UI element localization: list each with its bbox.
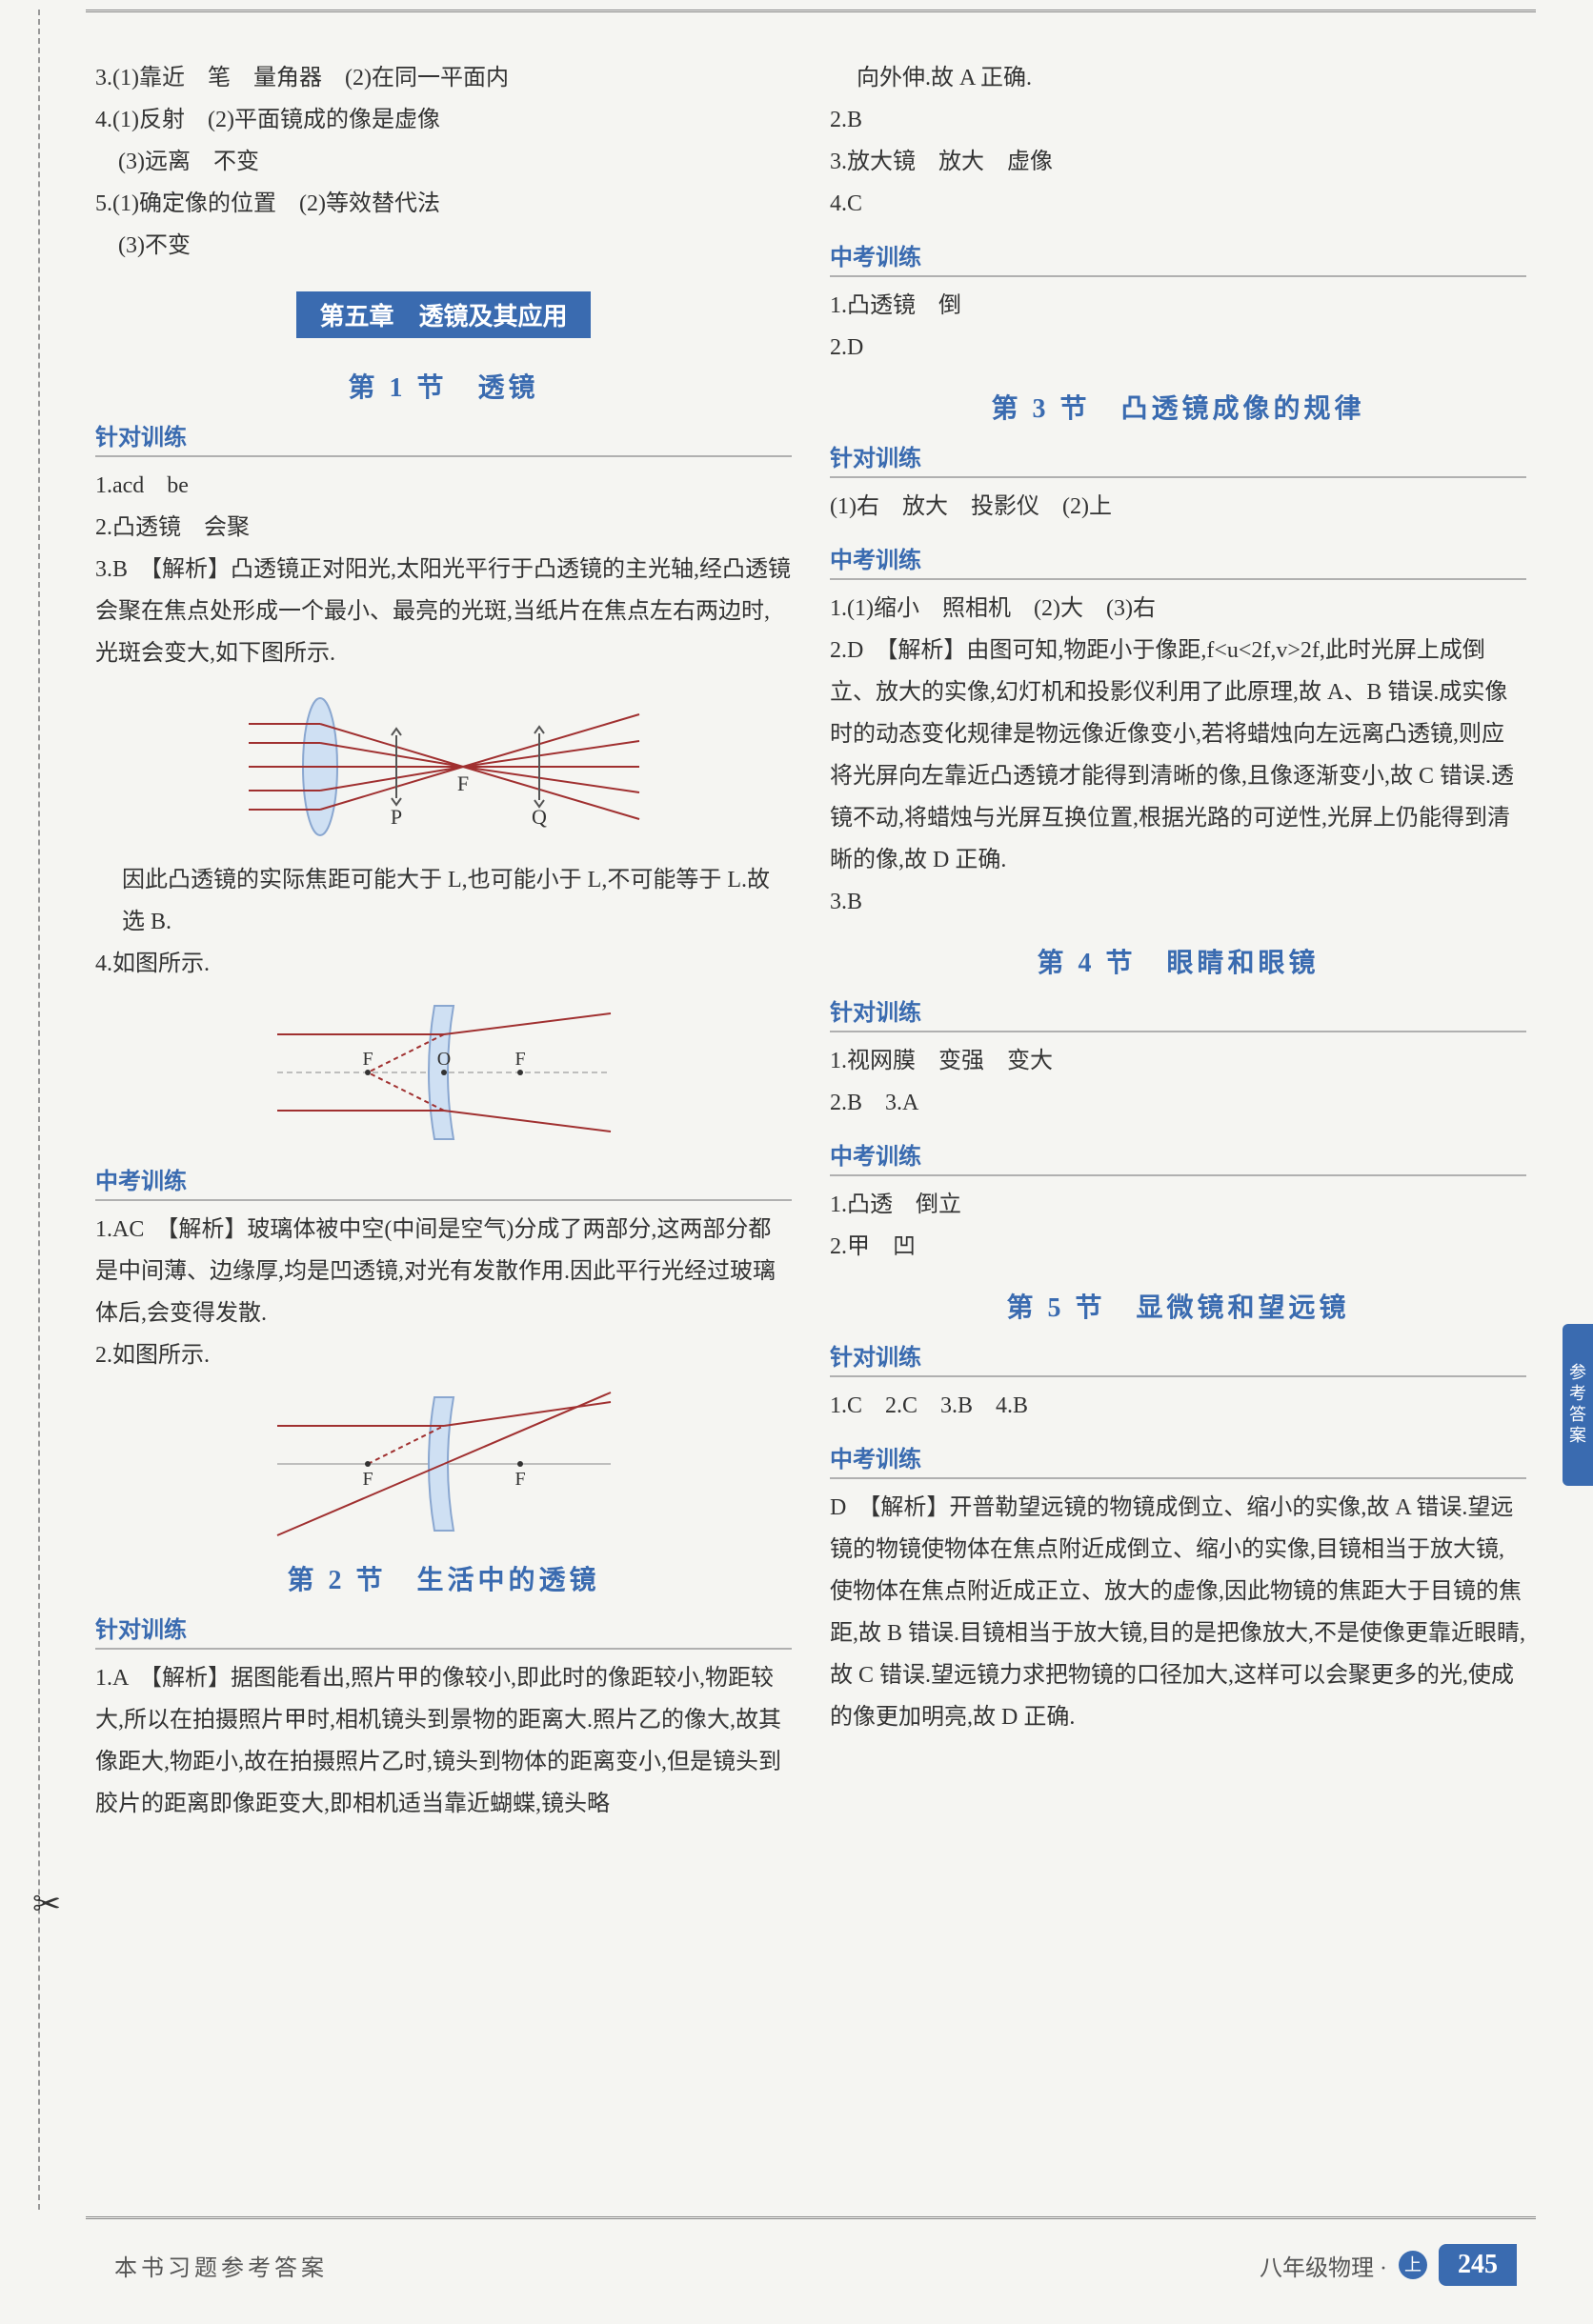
label-F2: F — [514, 1469, 525, 1490]
answer-cont: 向外伸.故 A 正确. — [830, 57, 1526, 99]
practice-heading: 针对训练 — [95, 418, 792, 457]
section-title-5: 第 5 节 显微镜和望远镜 — [830, 1287, 1526, 1325]
section-title-2: 第 2 节 生活中的透镜 — [95, 1559, 792, 1597]
answer-line: 4.如图所示. — [95, 943, 792, 985]
right-column: 向外伸.故 A 正确. 2.B 3.放大镜 放大 虚像 4.C 中考训练 1.凸… — [830, 57, 1526, 1825]
answer-line: 3.B — [830, 881, 1526, 923]
answer-line: (3)不变 — [95, 225, 792, 267]
zk-heading: 中考训练 — [830, 541, 1526, 580]
answer-line: 5.(1)确定像的位置 (2)等效替代法 — [95, 183, 792, 225]
zk-heading: 中考训练 — [830, 1440, 1526, 1479]
footer-left: 本书习题参考答案 — [114, 2249, 328, 2282]
page-number: 245 — [1439, 2244, 1517, 2286]
label-O: O — [436, 1049, 450, 1070]
answer-line: 2.D — [830, 327, 1526, 369]
answer-line: 2.B — [830, 99, 1526, 141]
left-column: 3.(1)靠近 笔 量角器 (2)在同一平面内 4.(1)反射 (2)平面镜成的… — [95, 57, 792, 1825]
answer-line: 4.C — [830, 183, 1526, 225]
answer-explain: D 【解析】开普勒望远镜的物镜成倒立、缩小的实像,故 A 错误.望远镜的物镜使物… — [830, 1487, 1526, 1738]
answer-line: 2.如图所示. — [95, 1334, 792, 1376]
top-rule — [86, 10, 1536, 12]
scissors-icon: ✂ — [32, 1884, 61, 1924]
label-F: F — [362, 1469, 373, 1490]
practice-heading: 针对训练 — [830, 993, 1526, 1032]
page-content: 3.(1)靠近 笔 量角器 (2)在同一平面内 4.(1)反射 (2)平面镜成的… — [0, 0, 1593, 1920]
concave-lens-diagram-2: F F — [272, 1388, 615, 1540]
answer-explain: 3.B 【解析】凸透镜正对阳光,太阳光平行于凸透镜的主光轴,经凸透镜会聚在焦点处… — [95, 549, 792, 674]
answer-line: 2.甲 凹 — [830, 1226, 1526, 1268]
answer-line: 3.放大镜 放大 虚像 — [830, 141, 1526, 183]
practice-heading: 针对训练 — [95, 1611, 792, 1650]
label-Q: Q — [532, 805, 547, 829]
label-P: P — [390, 805, 401, 829]
answer-line: 4.(1)反射 (2)平面镜成的像是虚像 — [95, 99, 792, 141]
answer-line: 1.凸透镜 倒 — [830, 285, 1526, 327]
zk-heading: 中考训练 — [830, 238, 1526, 277]
zk-heading: 中考训练 — [95, 1162, 792, 1201]
spiral-binding — [38, 10, 76, 2210]
label-F2: F — [514, 1049, 525, 1070]
practice-heading: 针对训练 — [830, 439, 1526, 478]
label-F: F — [456, 771, 468, 795]
answer-explain: 1.A 【解析】据图能看出,照片甲的像较小,即此时的像距较小,物距较大,所以在拍… — [95, 1657, 792, 1825]
section-title-1: 第 1 节 透镜 — [95, 367, 792, 405]
answer-explain: 1.AC 【解析】玻璃体被中空(中间是空气)分成了两部分,这两部分都是中间薄、边… — [95, 1209, 792, 1334]
answer-line: 1.凸透 倒立 — [830, 1184, 1526, 1226]
grade-label: 八年级物理 · — [1260, 2249, 1387, 2282]
answer-line: (3)远离 不变 — [95, 141, 792, 183]
page-footer: 本书习题参考答案 八年级物理 · 上 245 — [0, 2244, 1593, 2286]
answer-line: 1.(1)缩小 照相机 (2)大 (3)右 — [830, 588, 1526, 630]
practice-heading: 针对训练 — [830, 1338, 1526, 1377]
answer-line: 3.(1)靠近 笔 量角器 (2)在同一平面内 — [95, 57, 792, 99]
side-tab: 参考答案 — [1563, 1324, 1593, 1486]
bottom-rule — [86, 2216, 1536, 2219]
answer-explain-after: 因此凸透镜的实际焦距可能大于 L,也可能小于 L,不可能等于 L.故选 B. — [95, 859, 792, 943]
concave-lens-diagram-1: F O F — [272, 996, 615, 1149]
answer-line: 1.acd be — [95, 465, 792, 507]
answer-explain: 2.D 【解析】由图可知,物距小于像距,f<u<2f,v>2f,此时光屏上成倒立… — [830, 630, 1526, 881]
answer-line: 2.凸透镜 会聚 — [95, 507, 792, 549]
volume-badge: 上 — [1399, 2251, 1427, 2279]
zk-heading: 中考训练 — [830, 1137, 1526, 1176]
chapter-banner: 第五章 透镜及其应用 — [296, 291, 590, 338]
answer-line: 1.C 2.C 3.B 4.B — [830, 1385, 1526, 1427]
convex-lens-diagram: P F Q — [244, 686, 644, 848]
section-title-3: 第 3 节 凸透镜成像的规律 — [830, 388, 1526, 426]
label-F: F — [362, 1049, 373, 1070]
answer-line: 2.B 3.A — [830, 1082, 1526, 1124]
section-title-4: 第 4 节 眼睛和眼镜 — [830, 942, 1526, 980]
answer-line: 1.视网膜 变强 变大 — [830, 1040, 1526, 1082]
answer-line: (1)右 放大 投影仪 (2)上 — [830, 486, 1526, 528]
footer-right: 八年级物理 · 上 245 — [1260, 2244, 1517, 2286]
